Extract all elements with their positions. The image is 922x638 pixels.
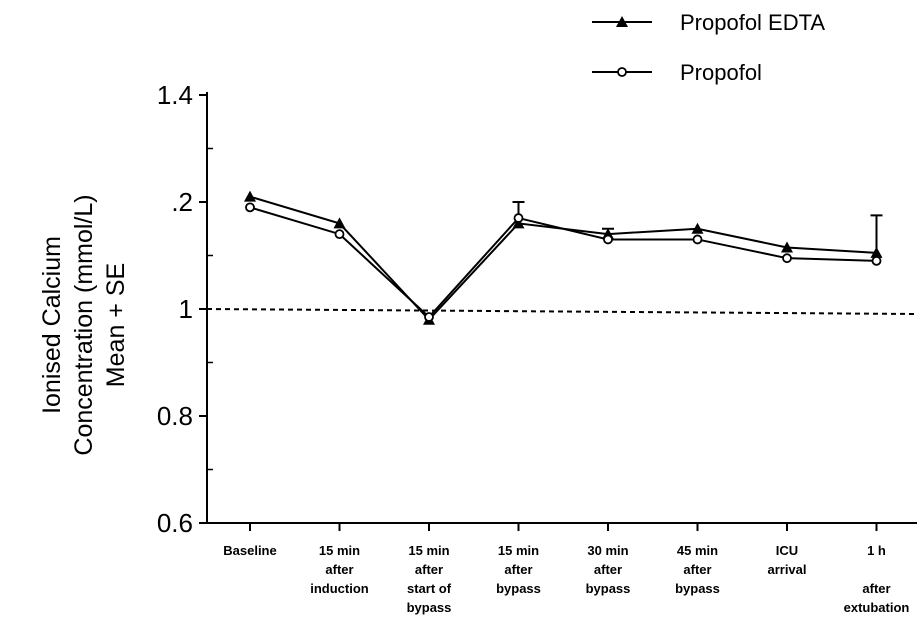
x-tick-label-line: induction bbox=[310, 581, 369, 596]
y-axis-title-line: Mean + SE bbox=[102, 263, 130, 387]
x-tick-label: 15 min after start of bypass bbox=[407, 543, 452, 615]
x-tick-label-line: 1 h bbox=[867, 543, 886, 558]
legend-item: Propofol EDTA bbox=[592, 10, 825, 35]
data-point bbox=[692, 234, 703, 245]
legend-marker bbox=[617, 67, 627, 77]
legend-item: Propofol bbox=[592, 60, 762, 85]
x-tick-label: 45 min after bypass bbox=[675, 543, 720, 596]
reference-line-1 bbox=[206, 308, 918, 315]
x-tick-label-line: 15 min bbox=[319, 543, 360, 558]
data-point bbox=[691, 222, 704, 234]
x-tick-label-line: 30 min bbox=[587, 543, 628, 558]
x-tick-label: 1 h after extubation bbox=[844, 543, 910, 615]
x-tick-label-line: after bbox=[594, 562, 622, 577]
x-tick-label-line: after bbox=[504, 562, 532, 577]
x-tick-label-line: 15 min bbox=[408, 543, 449, 558]
y-tick-label: .2 bbox=[171, 187, 193, 217]
legend: Propofol EDTA Propofol bbox=[592, 10, 825, 85]
x-tick-label-line: extubation bbox=[844, 600, 910, 615]
x-tick-label: 30 min after bypass bbox=[586, 543, 631, 596]
x-tick-label-line: bypass bbox=[496, 581, 541, 596]
x-tick-label-line: bypass bbox=[407, 600, 452, 615]
x-tick-label-line: after bbox=[325, 562, 353, 577]
series-layer bbox=[244, 190, 883, 325]
data-point bbox=[871, 255, 882, 266]
legend-marker bbox=[616, 16, 628, 27]
data-point bbox=[603, 234, 613, 245]
x-tick-label: 15 min after bypass bbox=[496, 543, 541, 596]
x-tick-label-line: arrival bbox=[767, 562, 806, 577]
reference-line bbox=[206, 308, 918, 315]
y-tick-label: 0.6 bbox=[157, 508, 193, 538]
x-tick-label: ICU arrival bbox=[767, 543, 806, 577]
x-tick-label-line: ICU bbox=[776, 543, 798, 558]
x-tick-label-line: after bbox=[683, 562, 711, 577]
y-axis-title-line: Concentration (mmol/L) bbox=[70, 194, 98, 455]
axes: 1.4 .2 1 0.8 0.6 Baseline 15 min after induction… bbox=[157, 80, 917, 615]
series-line bbox=[249, 206, 877, 319]
x-tick-label: 15 min after induction bbox=[310, 543, 369, 596]
data-point bbox=[424, 312, 434, 322]
data-point bbox=[245, 202, 255, 213]
data-point bbox=[513, 213, 524, 223]
x-tick-label-line: start of bbox=[407, 581, 452, 596]
data-point bbox=[782, 253, 792, 264]
x-tick-label-line: bypass bbox=[586, 581, 631, 596]
y-tick-label: 1.4 bbox=[157, 80, 193, 110]
data-point bbox=[334, 229, 345, 240]
x-tick-label-line: bypass bbox=[675, 581, 720, 596]
y-tick-label: 1 bbox=[179, 294, 193, 324]
y-axis-title: Ionised Calcium Concentration (mmol/L) Mea… bbox=[38, 194, 130, 455]
legend-label: Propofol EDTA bbox=[680, 10, 825, 35]
x-tick-label-line: after bbox=[862, 581, 890, 596]
x-tick-label-line: 45 min bbox=[677, 543, 718, 558]
data-point bbox=[870, 246, 883, 258]
y-axis-title-line: Ionised Calcium bbox=[38, 236, 66, 414]
x-tick-label-line: 15 min bbox=[498, 543, 539, 558]
series-propofol bbox=[245, 202, 882, 322]
data-point bbox=[244, 190, 256, 202]
legend-label: Propofol bbox=[680, 60, 762, 85]
y-tick-label: 0.8 bbox=[157, 401, 193, 431]
data-point bbox=[781, 241, 793, 253]
x-tick-label-line: Baseline bbox=[223, 543, 276, 558]
x-tick-label: Baseline bbox=[223, 543, 276, 558]
x-tick-label-line: after bbox=[415, 562, 443, 577]
data-point bbox=[333, 217, 346, 229]
y-axis-title-group: Ionised Calcium Concentration (mmol/L) Mea… bbox=[38, 194, 130, 455]
